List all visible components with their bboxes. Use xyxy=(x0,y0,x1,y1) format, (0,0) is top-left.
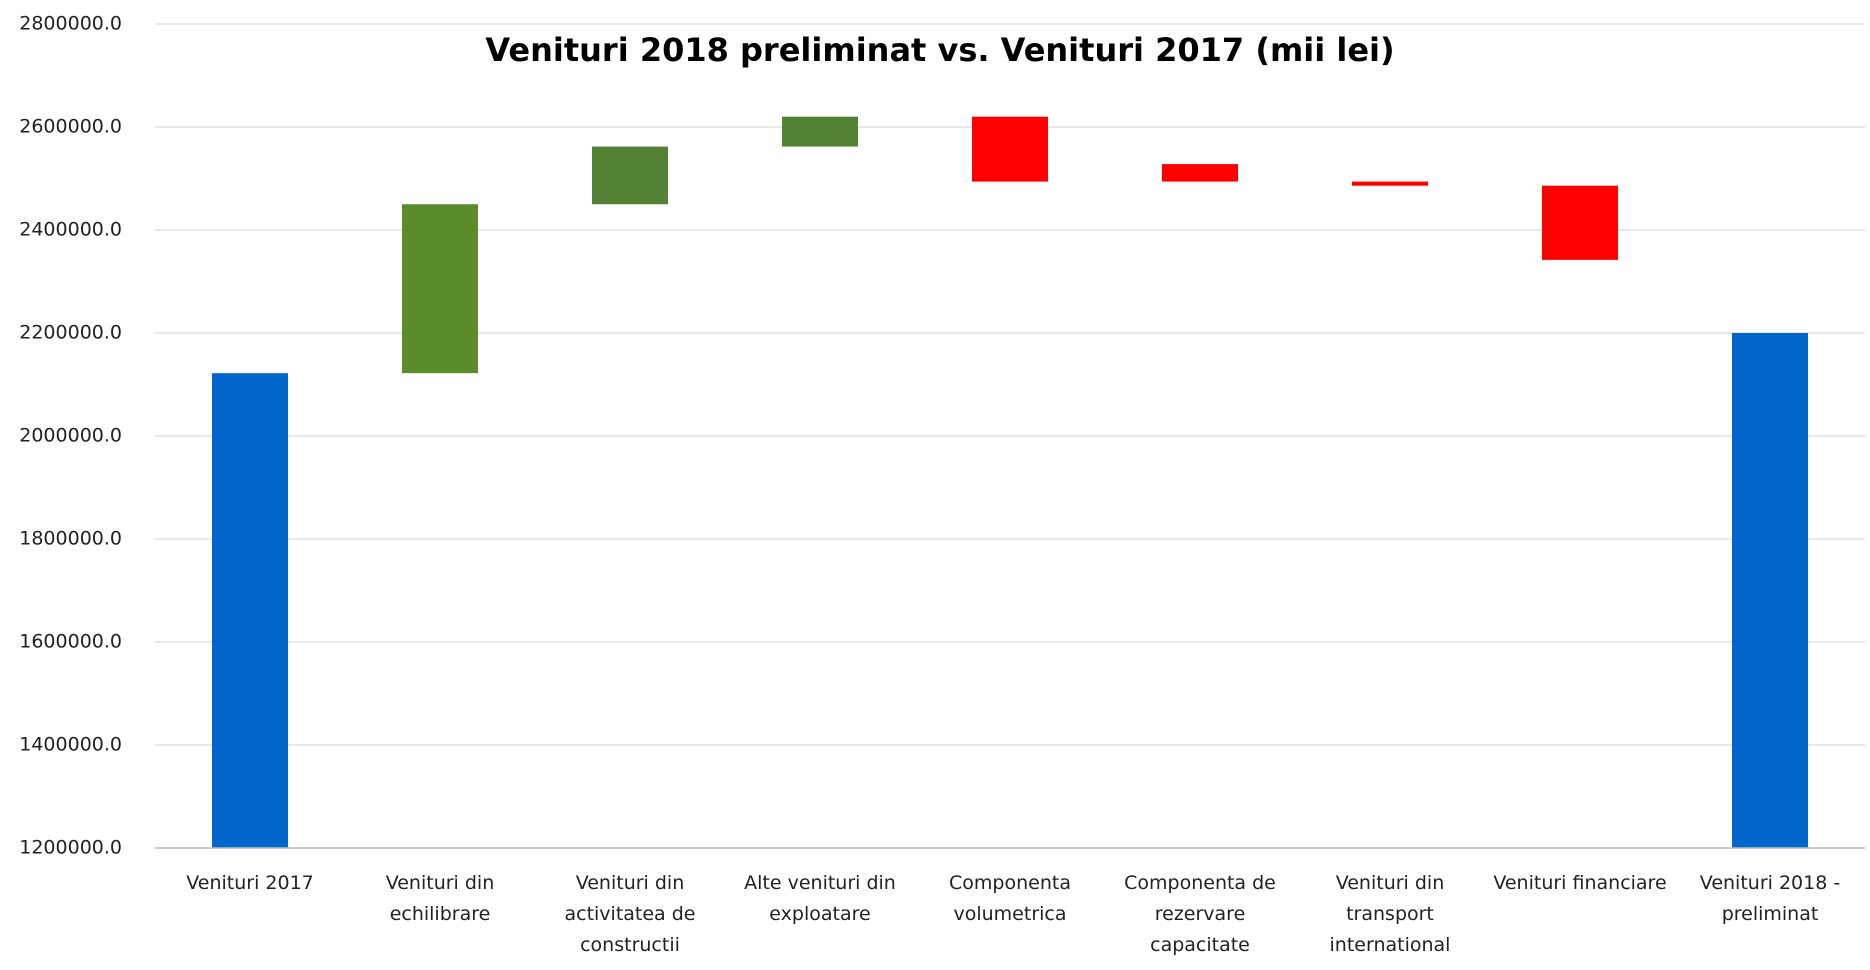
bar xyxy=(1352,181,1428,186)
bar xyxy=(212,373,288,848)
bar xyxy=(782,116,858,147)
bar xyxy=(1162,164,1238,182)
x-tick-label: Venituri financiare xyxy=(1493,872,1666,894)
y-tick-label: 1400000.0 xyxy=(19,734,122,756)
bar xyxy=(1732,333,1808,848)
y-tick-label: 2000000.0 xyxy=(19,425,122,447)
x-tick-label: Componenta volumetrica xyxy=(949,872,1071,925)
x-tick-label: Venituri din transport international xyxy=(1330,872,1451,956)
x-tick-label: Alte venituri din exploatare xyxy=(744,872,896,925)
x-tick-label: Venituri 2018 -preliminat xyxy=(1700,872,1840,925)
y-tick-label: 2400000.0 xyxy=(19,219,122,241)
x-tick-label: Componenta de rezervare capacitate xyxy=(1124,872,1276,956)
bar xyxy=(1542,185,1618,260)
bar xyxy=(402,204,478,374)
bar xyxy=(972,116,1048,182)
y-tick-label: 2800000.0 xyxy=(19,13,122,35)
y-tick-label: 2200000.0 xyxy=(19,322,122,344)
bar xyxy=(592,146,668,205)
x-tick-label: Venituri 2017 xyxy=(186,872,314,894)
y-tick-label: 1200000.0 xyxy=(19,837,122,859)
x-tick-label: Venituri din echilibrare xyxy=(386,872,495,925)
chart-title: Venituri 2018 preliminat vs. Venituri 20… xyxy=(485,31,1394,69)
y-tick-label: 1800000.0 xyxy=(19,528,122,550)
y-tick-label: 2600000.0 xyxy=(19,116,122,138)
x-tick-label: Venituri din activitatea de constructii xyxy=(564,872,695,956)
y-tick-label: 1600000.0 xyxy=(19,631,122,653)
